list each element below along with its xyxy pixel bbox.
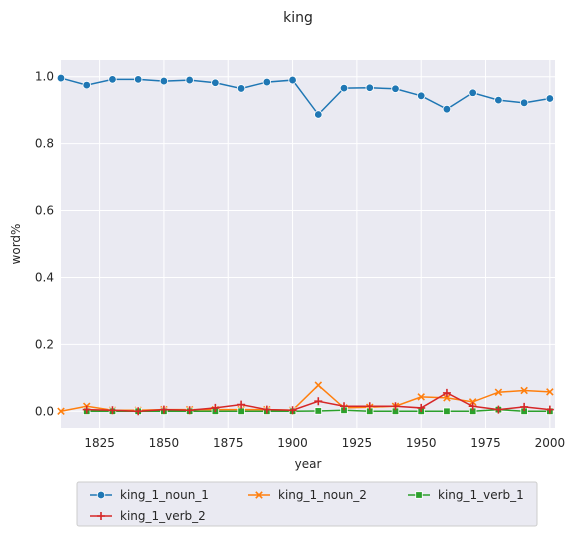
data-point <box>520 386 528 395</box>
data-point <box>108 75 117 84</box>
x-tick-label: 1850 <box>149 436 180 450</box>
data-point <box>237 400 246 409</box>
data-point <box>417 393 425 401</box>
legend-label: king_1_noun_2 <box>278 488 367 502</box>
data-point <box>133 75 143 84</box>
x-axis-label: year <box>295 457 322 471</box>
series-king_1_noun_1 <box>56 73 555 119</box>
data-point <box>391 402 400 411</box>
data-point <box>134 407 143 416</box>
x-tick-label: 1950 <box>406 436 437 450</box>
data-point <box>545 94 555 103</box>
x-tick-label: 1875 <box>213 436 244 450</box>
grid-lines <box>61 60 555 428</box>
data-point <box>314 397 323 406</box>
data-point <box>314 407 322 415</box>
data-point <box>545 405 554 414</box>
data-point <box>185 75 194 85</box>
legend-item: king_1_noun_2 <box>248 488 367 502</box>
y-tick-label: 0.2 <box>35 337 54 351</box>
y-tick-label: 1.0 <box>35 70 54 84</box>
x-tick-label: 2000 <box>535 436 566 450</box>
series-group <box>56 73 555 416</box>
y-tick-label: 0.8 <box>35 137 54 151</box>
data-point <box>417 403 426 412</box>
data-point <box>391 84 400 93</box>
data-point <box>236 84 246 93</box>
data-point <box>520 402 529 411</box>
series-line <box>60 384 550 413</box>
data-point <box>494 405 503 414</box>
data-point <box>211 78 220 87</box>
data-point <box>468 398 477 406</box>
chart-title: king <box>283 10 313 26</box>
data-point <box>82 80 91 90</box>
data-point <box>314 381 323 389</box>
data-point <box>443 394 451 402</box>
data-point <box>56 73 66 83</box>
legend-label: king_1_noun_1 <box>120 488 209 502</box>
legend-label: king_1_verb_1 <box>438 488 524 502</box>
data-point <box>314 110 323 119</box>
data-point <box>108 406 117 415</box>
y-tick-label: 0.4 <box>35 270 54 284</box>
data-point <box>365 83 374 92</box>
data-point <box>417 91 426 100</box>
data-point <box>288 75 297 85</box>
data-point <box>185 406 194 415</box>
data-point <box>82 405 91 414</box>
series-line <box>60 77 550 116</box>
legend-item: king_1_noun_1 <box>90 488 209 502</box>
data-point <box>442 388 451 397</box>
x-axis-ticks: 1825 1850 1875 1900 1925 1950 1975 2000 <box>84 436 565 450</box>
data-point <box>468 88 477 97</box>
x-tick-label: 1925 <box>342 436 373 450</box>
y-axis-label: word% <box>9 224 23 265</box>
x-tick-label: 1825 <box>84 436 115 450</box>
legend-marker <box>96 490 106 500</box>
data-point <box>340 402 349 411</box>
x-tick-label: 1975 <box>470 436 501 450</box>
data-point <box>262 77 272 87</box>
data-point <box>288 406 297 415</box>
data-point <box>519 98 529 108</box>
plot-area <box>61 60 555 428</box>
data-point <box>159 405 168 414</box>
y-axis-ticks: 0.0 0.2 0.4 0.6 0.8 1.0 <box>35 70 54 419</box>
data-point <box>546 388 554 396</box>
data-point <box>262 405 271 414</box>
data-point <box>57 407 65 416</box>
legend: king_1_noun_1 king_1_noun_2 king_1_verb_1k… <box>76 481 538 527</box>
legend-item: king_1_verb_2 <box>90 509 206 523</box>
legend-marker <box>415 491 423 499</box>
data-point <box>468 402 477 411</box>
legend-marker <box>255 491 263 499</box>
legend-label: king_1_verb_2 <box>120 509 206 523</box>
data-point <box>443 407 451 415</box>
x-tick-label: 1900 <box>277 436 308 450</box>
data-point <box>494 388 503 396</box>
data-point <box>339 83 349 93</box>
y-tick-label: 0.0 <box>35 404 54 418</box>
data-point <box>159 76 169 86</box>
data-point <box>211 403 220 412</box>
y-tick-label: 0.6 <box>35 204 54 218</box>
data-point <box>237 407 245 415</box>
data-point <box>365 402 374 411</box>
legend-marker <box>97 512 105 520</box>
data-point <box>494 95 503 105</box>
data-point <box>442 104 452 114</box>
legend-item: king_1_verb_1 <box>408 488 524 502</box>
series-king_1_verb_2 <box>82 388 554 416</box>
